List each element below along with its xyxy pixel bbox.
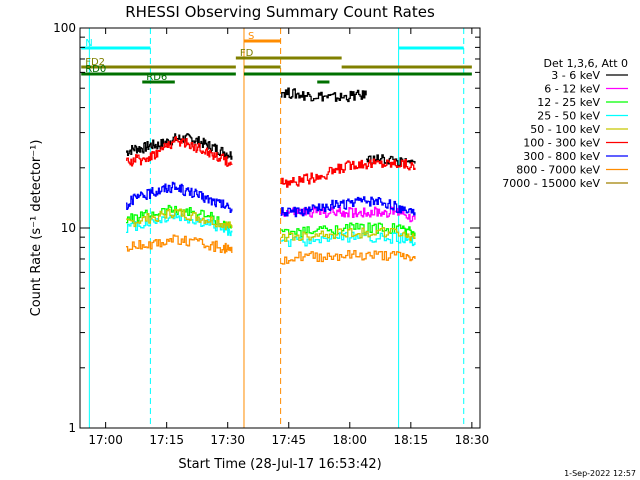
legend-label-3: 25 - 50 keV — [537, 110, 600, 123]
flag-label-fd: FD — [240, 48, 254, 59]
x-tick-label-6: 18:30 — [455, 433, 490, 447]
series-300-800-keV-segment-0 — [126, 181, 233, 213]
series-100-300-keV-segment-1 — [280, 158, 416, 188]
x-axis-label: Start Time (28-Jul-17 16:53:42) — [178, 457, 381, 472]
legend-title: Det 1,3,6, Att 0 — [544, 57, 628, 70]
legend-label-8: 7000 - 15000 keV — [502, 177, 600, 190]
legend-label-5: 100 - 300 keV — [523, 137, 600, 150]
flag-label-rd6: RD6 — [146, 72, 167, 83]
series-50-100-keV-segment-1 — [280, 227, 416, 242]
series-3-6-keV-segment-0 — [126, 133, 233, 160]
legend-label-6: 300 - 800 keV — [523, 150, 600, 163]
footer-date-stamp: 1-Sep-2022 12:57 — [564, 469, 636, 478]
x-tick-label-5: 18:15 — [394, 433, 429, 447]
legend-label-7: 800 - 7000 keV — [516, 164, 600, 177]
x-tick-label-2: 17:30 — [210, 433, 245, 447]
series-50-100-keV-segment-0 — [126, 208, 233, 231]
series-3-6-keV-segment-2 — [366, 154, 416, 168]
y-tick-label-2: 100 — [53, 21, 76, 35]
series-800-7000-keV-segment-1 — [280, 250, 416, 265]
series-12-25-keV-segment-1 — [280, 222, 416, 238]
legend-label-1: 6 - 12 keV — [544, 83, 600, 96]
series-25-50-keV-segment-1 — [280, 231, 416, 248]
y-tick-label-1: 10 — [61, 221, 76, 235]
x-tick-label-0: 17:00 — [88, 433, 123, 447]
y-tick-label-0: 1 — [68, 421, 76, 435]
series-6-12-keV-segment-0 — [280, 206, 416, 223]
series-800-7000-keV-segment-0 — [126, 234, 233, 254]
x-tick-label-3: 17:45 — [271, 433, 306, 447]
plot-frame — [79, 27, 481, 429]
legend-label-2: 12 - 25 keV — [537, 96, 600, 109]
legend-label-0: 3 - 6 keV — [551, 69, 600, 82]
flag-label-n: N — [85, 38, 92, 49]
x-tick-label-1: 17:15 — [149, 433, 184, 447]
series-100-300-keV-segment-0 — [126, 136, 233, 167]
series-3-6-keV-segment-1 — [280, 87, 367, 103]
flag-label-fd2: FD2 — [85, 57, 105, 68]
y-axis-label: Count Rate (s⁻¹ detector⁻¹) — [29, 140, 44, 317]
flag-label-s: S — [248, 31, 254, 42]
x-tick-label-4: 18:00 — [332, 433, 367, 447]
flag-label-rd0: RD0 — [85, 64, 106, 75]
series-300-800-keV-segment-1 — [280, 196, 416, 218]
legend-label-4: 50 - 100 keV — [530, 123, 600, 136]
chart-title: RHESSI Observing Summary Count Rates — [125, 3, 435, 21]
